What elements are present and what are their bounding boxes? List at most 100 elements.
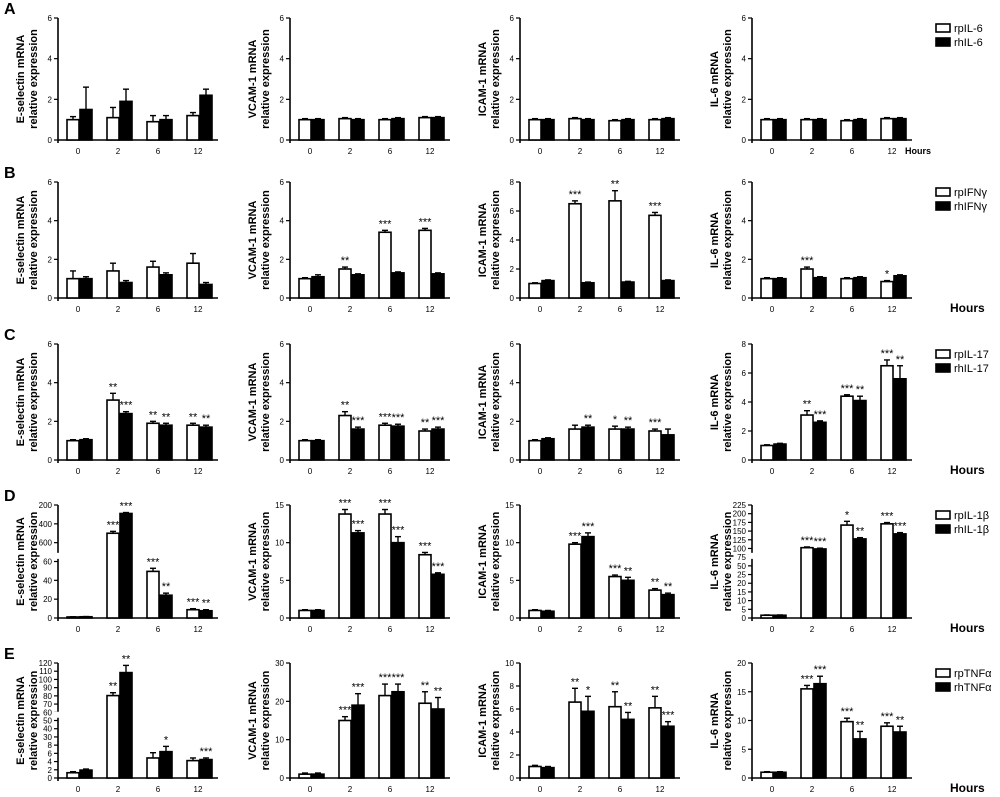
bar — [67, 441, 79, 460]
x-tick-label: 0 — [770, 785, 775, 794]
x-tick-label: 12 — [888, 785, 897, 794]
significance-label: *** — [881, 348, 895, 360]
hours-label: Hours — [905, 146, 931, 156]
panel-letter: A — [4, 1, 16, 18]
bar — [147, 423, 159, 460]
y-tick-label: 10 — [737, 597, 746, 606]
x-tick-label: 6 — [850, 785, 855, 794]
y-axis-title-line2: relative expression — [260, 511, 272, 611]
x-tick-label: 12 — [656, 147, 665, 156]
bar — [609, 121, 621, 140]
x-tick-label: 6 — [156, 467, 161, 476]
bar — [432, 274, 444, 298]
y-tick-label: 200 — [39, 501, 53, 510]
bar — [299, 441, 311, 460]
bar — [649, 590, 661, 618]
x-tick-label: 12 — [888, 467, 897, 476]
x-tick-label: 0 — [308, 467, 313, 476]
significance-label: *** — [649, 200, 663, 212]
bar — [761, 772, 773, 778]
x-tick-label: 12 — [426, 625, 435, 634]
y-axis-title-line2: relative expression — [260, 352, 272, 452]
y-axis-title-line1: E-selectin mRNA — [15, 676, 27, 765]
significance-label: *** — [814, 664, 828, 676]
bar — [854, 120, 866, 140]
x-tick-label: 6 — [618, 147, 623, 156]
x-tick-label: 0 — [538, 147, 543, 156]
significance-label: *** — [379, 218, 393, 230]
bar — [187, 263, 199, 298]
significance-label: *** — [801, 673, 815, 685]
bar — [841, 121, 853, 140]
y-axis-title-line1: IL-6 mRNA — [709, 533, 721, 589]
y-tick-label: 4 — [280, 379, 285, 388]
chart-panel-d-2: 051015VCAM-1 mRNArelative expression0***… — [247, 498, 450, 634]
y-axis-title-line2: relative expression — [260, 670, 272, 770]
y-tick-label: 4 — [742, 55, 747, 64]
x-tick-label: 0 — [308, 625, 313, 634]
significance-label: *** — [200, 746, 214, 758]
bar — [147, 122, 159, 140]
y-axis-title-line2: relative expression — [260, 29, 272, 129]
y-axis-title-line1: E-selectin mRNA — [15, 35, 27, 124]
y-tick-label: 4 — [742, 398, 747, 407]
bar — [120, 101, 132, 140]
y-tick-label: 4 — [510, 236, 515, 245]
bar — [160, 275, 172, 298]
y-axis-title-line2: relative expression — [28, 190, 40, 290]
x-tick-label: 6 — [388, 467, 393, 476]
chart-panel-b-1: 0246E-selectin mRNArelative expression02… — [15, 178, 218, 314]
bar — [80, 770, 92, 778]
x-tick-label: 0 — [308, 305, 313, 314]
y-tick-label: 4 — [510, 379, 515, 388]
y-tick-label: 60 — [43, 558, 52, 567]
bar — [107, 271, 119, 298]
legend-swatch-filled — [936, 38, 950, 46]
x-tick-label: 2 — [116, 305, 121, 314]
x-tick-label: 12 — [426, 785, 435, 794]
y-tick-label: 6 — [510, 14, 515, 23]
y-axis-title-line2: relative expression — [722, 352, 734, 452]
significance-label: *** — [894, 521, 908, 533]
x-tick-label: 0 — [770, 625, 775, 634]
bar — [662, 726, 674, 778]
x-tick-label: 2 — [810, 147, 815, 156]
significance-label: *** — [841, 706, 855, 718]
bar — [662, 119, 674, 140]
bar — [379, 425, 391, 460]
x-tick-label: 0 — [538, 785, 543, 794]
significance-label: *** — [379, 498, 393, 510]
y-axis-title-line2: relative expression — [722, 511, 734, 611]
bar — [662, 595, 674, 618]
x-tick-label: 2 — [116, 625, 121, 634]
x-tick-label: 6 — [388, 147, 393, 156]
bar — [774, 120, 786, 140]
bar — [622, 120, 634, 140]
x-tick-label: 6 — [618, 467, 623, 476]
y-axis-title-line1: VCAM-1 mRNA — [247, 522, 259, 601]
significance-label: ** — [584, 413, 593, 425]
bar — [761, 120, 773, 140]
bar — [299, 610, 311, 618]
y-tick-label: 150 — [733, 527, 747, 536]
x-tick-label: 0 — [76, 785, 81, 794]
x-tick-label: 12 — [194, 147, 203, 156]
x-tick-label: 12 — [194, 467, 203, 476]
significance-label: *** — [120, 501, 134, 513]
significance-label: ** — [896, 354, 905, 366]
bar — [312, 120, 324, 140]
bar — [379, 120, 391, 140]
significance-label: ** — [202, 598, 211, 610]
y-axis-title-line2: relative expression — [260, 190, 272, 290]
legend-swatch-filled — [936, 202, 950, 210]
bar — [419, 431, 431, 460]
bar — [312, 774, 324, 778]
bar — [881, 366, 893, 460]
bar — [774, 444, 786, 460]
significance-label: *** — [147, 556, 161, 568]
x-tick-label: 2 — [348, 467, 353, 476]
bar — [881, 282, 893, 298]
bar — [352, 120, 364, 140]
bar — [120, 673, 132, 778]
bar — [582, 427, 594, 460]
